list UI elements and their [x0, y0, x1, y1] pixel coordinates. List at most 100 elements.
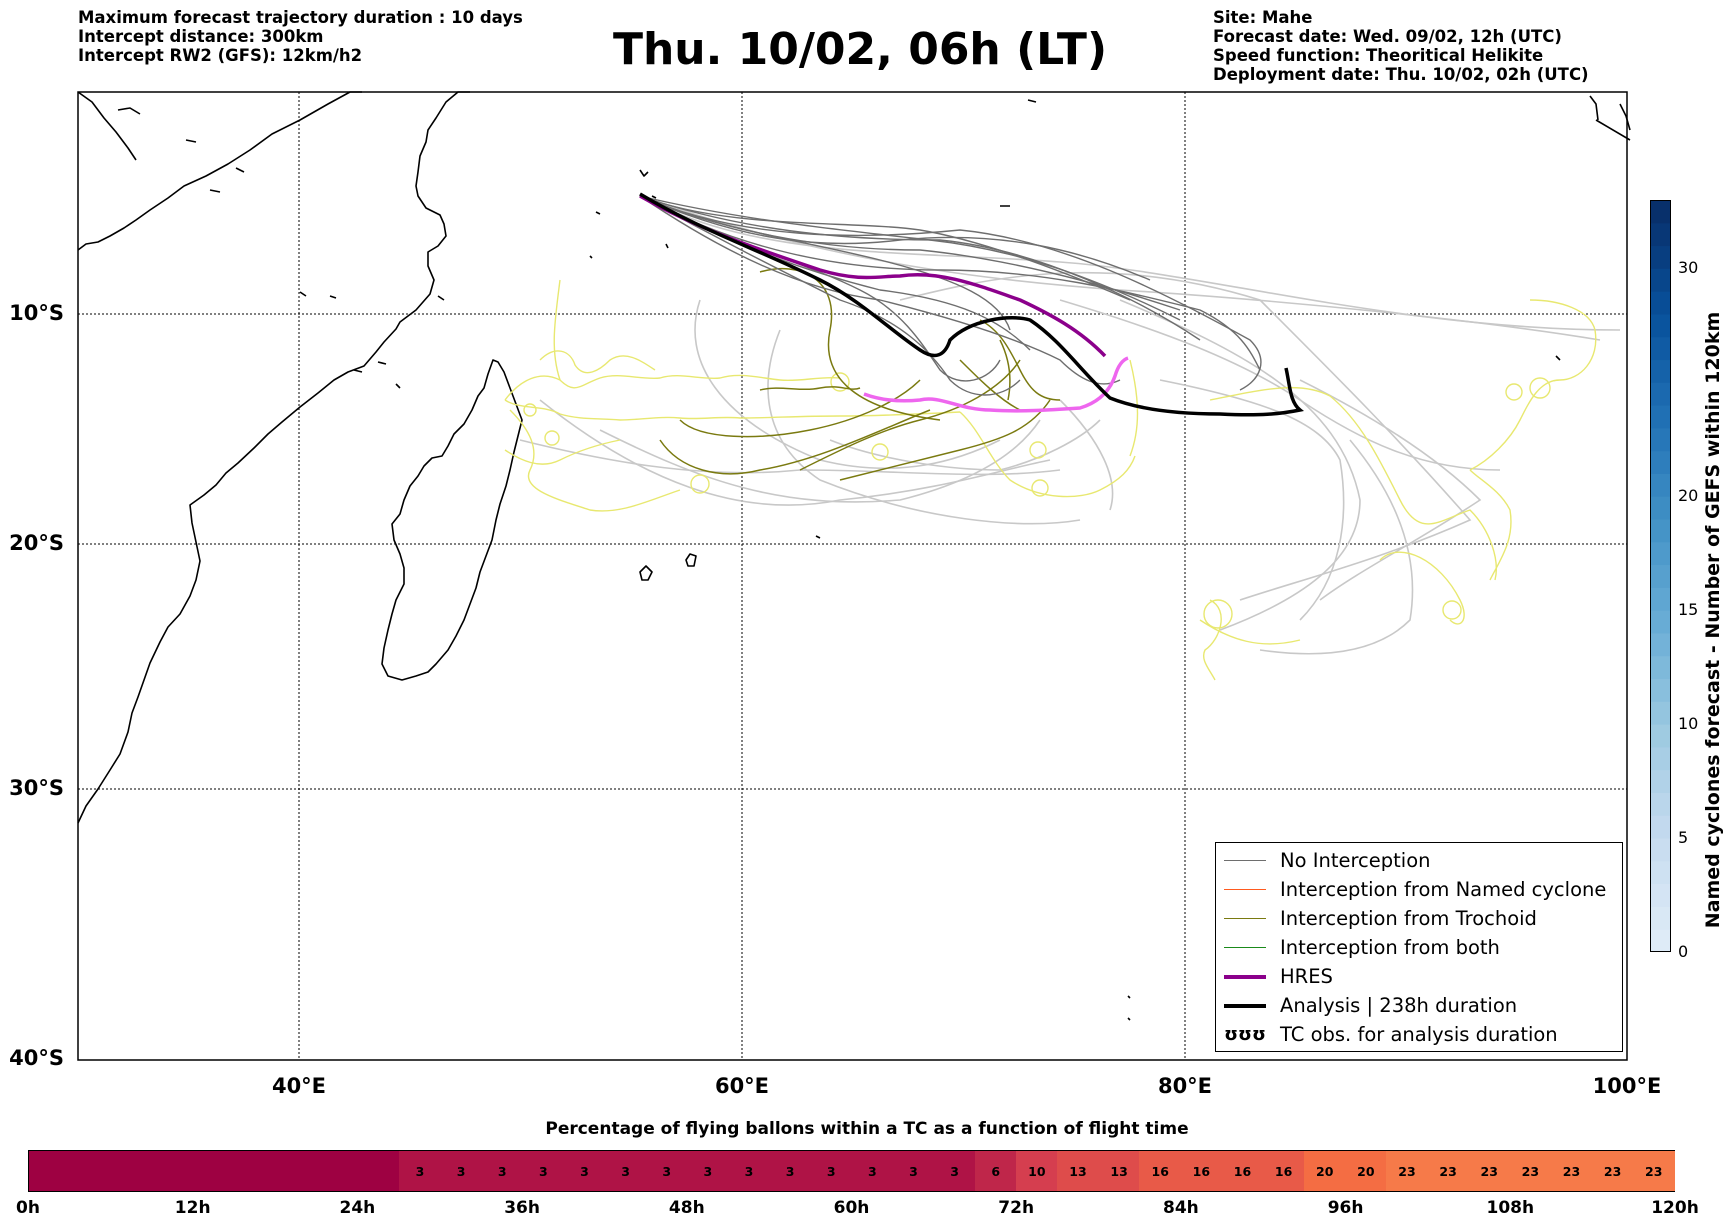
colorbar-frame [1650, 200, 1671, 952]
strip-cell: 23 [1427, 1151, 1469, 1191]
legend-swatch: ʊʊʊ [1224, 1024, 1266, 1045]
colorbar-title: Named cyclones forecast - Number of GEFS… [1702, 311, 1724, 929]
trochoid-track [799, 359, 1021, 471]
strip-cell: 3 [563, 1151, 606, 1191]
tc-obs-loop [1203, 599, 1233, 629]
tc-obs-track [1469, 299, 1597, 471]
strip-cell: 3 [851, 1151, 894, 1191]
lat-label-20s: 20°S [9, 531, 64, 555]
legend-item: No Interception [1222, 846, 1431, 875]
strip-cell: 3 [399, 1151, 441, 1191]
tc-obs-track [504, 439, 621, 465]
tc-obs-loop [871, 443, 889, 461]
tc-obs-track [1129, 359, 1139, 457]
forecast-date-text: Forecast date: Wed. 09/02, 12h (UTC) [1213, 27, 1562, 46]
legend-item: Analysis | 238h duration [1222, 991, 1517, 1020]
light-trajectory [599, 419, 1041, 503]
strip-cell: 13 [1098, 1151, 1140, 1191]
socotra-islets [117, 107, 445, 373]
colorbar-band [1650, 268, 1671, 292]
map-frame-grid [77, 91, 1628, 1061]
tc-obs-track [553, 279, 561, 381]
colorbar-band [1650, 746, 1671, 771]
strip-cell: 3 [933, 1151, 976, 1191]
strip-cell: 3 [892, 1151, 935, 1191]
strip-cell: 3 [604, 1151, 647, 1191]
strip-cell: 3 [645, 1151, 688, 1191]
strip-cell: 6 [974, 1151, 1017, 1191]
trochoid-track [839, 399, 1051, 481]
map-frame [77, 91, 1628, 1061]
flight-time-percentage-strip: 3 3 3 3 3 3 3 3 3 3 3 3 3 3 6 10 13 13 16 16 16 16 20 20 23 23 23 2… [28, 1150, 1675, 1192]
legend-swatch [1222, 962, 1268, 991]
gefs-trajectories-dark [639, 195, 1262, 396]
dark-trajectory [639, 195, 1261, 371]
trochoid-track [679, 379, 921, 438]
colorbar-band [1650, 313, 1671, 338]
dark-trajectory [639, 195, 1262, 391]
strip-cell: 23 [1386, 1151, 1428, 1191]
trochoid-track [959, 359, 1021, 411]
colorbar-band [1650, 883, 1671, 907]
tc-obs-track [1209, 386, 1497, 581]
colorbar-band [1650, 587, 1671, 611]
red-sea-coastline [77, 91, 137, 161]
strip-cell: 16 [1180, 1151, 1223, 1191]
dark-trajectory [639, 195, 1131, 301]
legend-label: Interception from Trochoid [1280, 907, 1537, 930]
colorbar-band [1650, 815, 1671, 839]
strip-cell [358, 1151, 400, 1191]
light-trajectory [1119, 299, 1361, 631]
colorbar-band [1650, 450, 1671, 474]
named-cyclones-colorbar [1650, 200, 1671, 952]
strip-cell: 3 [522, 1151, 565, 1191]
strip-cell: 3 [728, 1151, 770, 1191]
flight-time-tick-label: 108h [1486, 1198, 1535, 1218]
dark-trajectory [639, 195, 1121, 385]
trochoid-track [999, 339, 1011, 401]
tc-obs-track [504, 374, 841, 401]
flight-time-tick-label: 12h [174, 1198, 211, 1218]
legend-swatch [1222, 904, 1268, 933]
strip-cell: 23 [1591, 1151, 1634, 1191]
lon-label-100e: 100°E [1592, 1074, 1662, 1098]
flight-time-tick-label: 120h [1651, 1198, 1699, 1218]
dark-trajectory [639, 195, 1151, 281]
light-trajectory [829, 419, 1101, 471]
colorbar-band [1650, 632, 1671, 657]
mascarene-islands [639, 535, 821, 581]
strip-cell [234, 1151, 277, 1191]
page-title: Thu. 10/02, 06h (LT) [612, 24, 1108, 75]
light-trajectory [1299, 379, 1482, 601]
hres-late-track [863, 356, 1129, 413]
strip-cell: 23 [1550, 1151, 1593, 1191]
seychelles-islets [589, 169, 1010, 259]
intercept-rw2-text: Intercept RW2 (GFS): 12km/h2 [78, 46, 363, 65]
light-trajectory [539, 399, 1051, 506]
colorbar-band [1650, 769, 1671, 793]
tc-obs-loop [544, 430, 560, 446]
tc-obs-loop [1031, 479, 1049, 497]
colorbar-band [1650, 496, 1671, 520]
flight-time-tick-label: 0h [16, 1198, 40, 1218]
tc-obs-track [1469, 469, 1512, 581]
coastlines [77, 91, 1631, 1021]
legend-swatch [1222, 846, 1268, 875]
colorbar-band [1650, 519, 1671, 543]
legend-item: ʊʊʊ TC obs. for analysis duration [1222, 1020, 1558, 1049]
strip-cell: 3 [810, 1151, 853, 1191]
strip-cell: 3 [769, 1151, 811, 1191]
lon-label-80e: 80°E [1157, 1074, 1213, 1098]
tc-obs-loop [690, 474, 710, 494]
analysis-track [639, 192, 1305, 417]
colorbar-band [1650, 906, 1671, 930]
strip-cell: 16 [1139, 1151, 1182, 1191]
flight-time-title: Percentage of flying ballons within a TC… [545, 1119, 1189, 1139]
strip-cell: 23 [1468, 1151, 1511, 1191]
dark-trajectory [639, 195, 1181, 321]
colorbar-tick-label: 0 [1678, 942, 1689, 961]
flight-time-tick-label: 36h [504, 1198, 540, 1218]
tc-obs-track [1203, 599, 1222, 681]
colorbar-band [1650, 564, 1671, 588]
